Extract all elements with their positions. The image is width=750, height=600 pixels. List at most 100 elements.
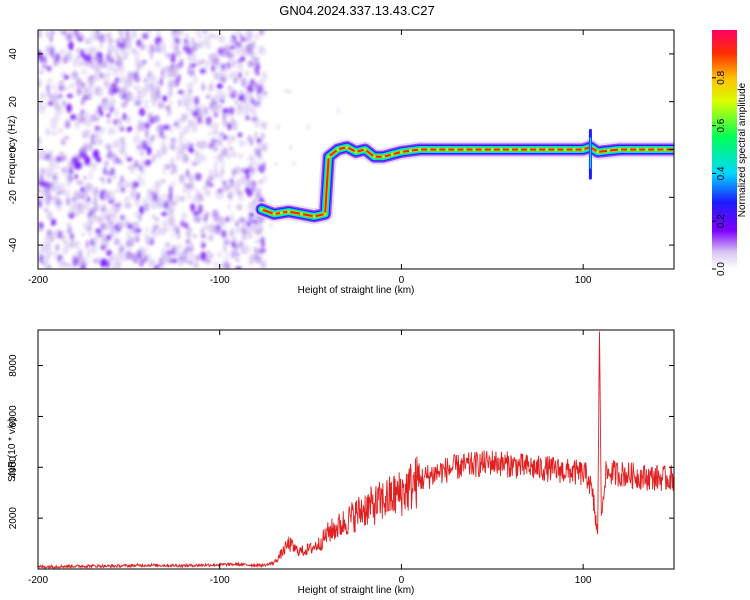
noise-speckle: [79, 113, 84, 124]
noise-speckle: [147, 112, 153, 118]
noise-speckle: [38, 150, 44, 160]
noise-speckle: [52, 84, 56, 90]
heatmap-ylabel: Frequency (Hz): [7, 116, 18, 185]
noise-speckle: [166, 108, 172, 117]
snr-ytick-label: 6000: [8, 405, 19, 428]
noise-speckle: [234, 227, 241, 235]
noise-speckle: [137, 250, 142, 259]
noise-speckle: [38, 193, 46, 203]
noise-speckle: [242, 229, 247, 235]
noise-speckle: [100, 60, 108, 69]
ridge-bead: [563, 147, 567, 152]
ridge-bead: [427, 147, 431, 152]
noise-speckle: [119, 64, 124, 75]
noise-speckle: [181, 179, 186, 185]
colorbar-tick-label: 0.2: [716, 214, 727, 228]
noise-speckle: [230, 250, 236, 259]
noise-speckle: [167, 216, 175, 227]
noise-speckle: [200, 239, 204, 244]
noise-speckle: [103, 73, 107, 79]
noise-speckle: [198, 140, 205, 150]
noise-speckle: [82, 222, 90, 229]
noise-speckle: [231, 60, 235, 68]
noise-speckle: [89, 216, 95, 222]
noise-speckle: [252, 185, 256, 193]
noise-speckle: [202, 223, 207, 232]
noise-speckle: [124, 49, 130, 58]
noise-speckle: [216, 215, 223, 220]
noise-speckle: [79, 205, 84, 214]
noise-speckle: [258, 248, 266, 254]
noise-speckle: [207, 249, 211, 257]
noise-speckle: [252, 198, 258, 204]
colorbar-tick-label: 0.8: [716, 70, 727, 84]
noise-speckle: [217, 104, 223, 109]
noise-speckle: [171, 52, 177, 58]
noise-speckle: [138, 107, 146, 117]
ridge-bead: [354, 150, 358, 154]
noise-speckle: [237, 30, 243, 38]
noise-speckle: [63, 74, 70, 80]
noise-speckle: [119, 136, 126, 145]
noise-speckle: [99, 258, 107, 268]
noise-speckle: [161, 211, 168, 217]
noise-speckle: [197, 204, 203, 215]
noise-speckle: [130, 238, 134, 248]
noise-speckle: [174, 31, 178, 39]
noise-speckle: [147, 74, 152, 82]
noise-speckle: [247, 221, 252, 228]
noise-speckle: [61, 137, 65, 146]
noise-speckle: [256, 88, 260, 95]
noise-speckle: [258, 164, 266, 174]
snr-ytick-label: 8000: [8, 354, 19, 377]
noise-speckle: [124, 196, 130, 206]
noise-speckle: [106, 249, 112, 257]
noise-speckle: [112, 66, 119, 76]
noise-speckle: [103, 191, 110, 200]
noise-speckle: [180, 220, 186, 228]
noise-speckle: [157, 102, 164, 109]
ridge-bead: [554, 147, 558, 152]
noise-speckle: [179, 196, 185, 202]
noise-speckle: [62, 155, 68, 161]
noise-speckle: [213, 94, 218, 102]
noise-speckle: [182, 187, 189, 194]
noise-speckle: [227, 191, 233, 200]
noise-speckle: [198, 153, 205, 160]
noise-speckle: [162, 145, 167, 156]
noise-speckle: [104, 160, 108, 168]
noise-speckle: [90, 162, 98, 171]
noise-speckle: [181, 212, 188, 222]
noise-speckle: [69, 239, 76, 249]
heatmap-xlabel: Height of straight line (km): [298, 285, 415, 296]
noise-speckle: [230, 228, 234, 238]
noise-speckle: [196, 59, 203, 66]
noise-speckle: [112, 253, 118, 262]
noise-speckle: [48, 234, 55, 243]
ridge-bead: [536, 147, 540, 152]
noise-speckle: [44, 51, 52, 55]
noise-speckle: [236, 203, 243, 211]
noise-speckle: [217, 251, 222, 258]
ridge-bead: [581, 147, 585, 152]
noise-speckle: [91, 30, 97, 37]
noise-speckle: [150, 74, 157, 83]
noise-speckle: [190, 37, 195, 46]
noise-speckle: [73, 240, 81, 249]
heatmap-ytick-label: 40: [8, 48, 19, 60]
noise-speckle: [139, 260, 144, 267]
noise-speckle: [144, 237, 152, 244]
ridge-bead: [418, 147, 422, 152]
noise-speckle: [255, 161, 261, 167]
noise-speckle: [149, 115, 156, 125]
noise-speckle: [62, 55, 68, 64]
noise-speckle: [61, 30, 68, 36]
noise-speckle: [141, 177, 145, 187]
noise-speckle: [181, 250, 188, 260]
noise-speckle: [118, 75, 126, 84]
noise-speckle: [120, 175, 124, 184]
noise-speckle: [62, 100, 66, 107]
noise-speckle: [133, 85, 139, 91]
noise-speckle: [93, 135, 101, 145]
noise-speckle: [255, 70, 260, 76]
